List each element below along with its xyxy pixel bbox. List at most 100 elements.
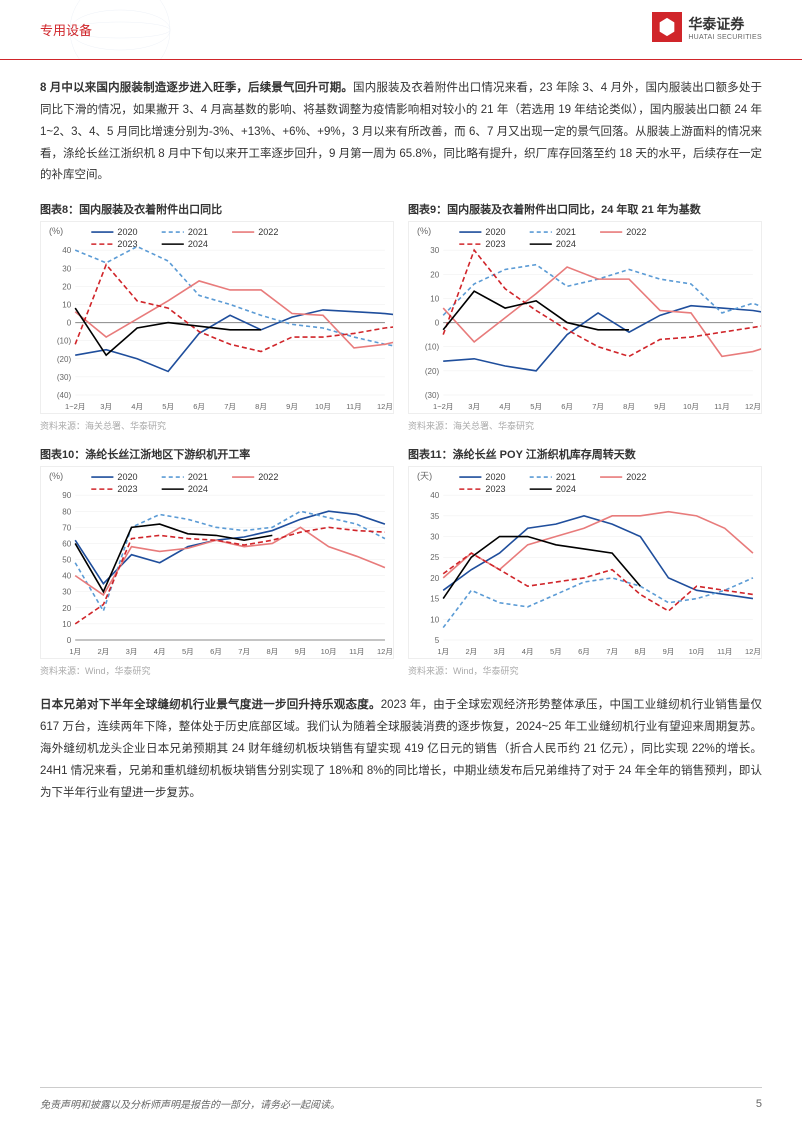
header: 专用设备 华泰证券 HUATAI SECURITIES (0, 0, 802, 60)
svg-text:10月: 10月 (683, 402, 699, 411)
chart-11: 图表11：涤纶长丝 POY 江浙织机库存周转天数 (天)202020212022… (408, 446, 762, 687)
svg-text:30: 30 (62, 588, 71, 597)
svg-text:4月: 4月 (154, 647, 166, 656)
svg-text:10: 10 (430, 616, 439, 625)
footer: 免责声明和披露以及分析师声明是报告的一部分，请务必一起阅读。 5 (40, 1087, 762, 1111)
svg-text:40: 40 (430, 491, 439, 500)
svg-text:10: 10 (62, 620, 71, 629)
svg-text:2022: 2022 (258, 227, 278, 237)
svg-text:(30): (30) (57, 373, 72, 382)
svg-text:5月: 5月 (550, 647, 562, 656)
svg-text:1~2月: 1~2月 (433, 402, 453, 411)
svg-text:2月: 2月 (97, 647, 109, 656)
chart9-source: 资料来源：海关总署、华泰研究 (408, 419, 762, 432)
svg-text:2020: 2020 (485, 227, 505, 237)
svg-text:4月: 4月 (131, 402, 143, 411)
chart8-title: 图表8：国内服装及衣着附件出口同比 (40, 201, 394, 217)
svg-text:7月: 7月 (238, 647, 250, 656)
svg-text:12月: 12月 (377, 647, 393, 656)
svg-text:20: 20 (430, 271, 439, 280)
chart9-svg: (%)20202021202220232024(30)(20)(10)01020… (408, 221, 762, 414)
svg-text:5月: 5月 (162, 402, 174, 411)
paragraph-1: 8 月中以来国内服装制造逐步进入旺季，后续景气回升可期。国内服装及衣着附件出口情… (40, 78, 762, 187)
svg-text:(%): (%) (49, 226, 63, 236)
svg-text:2022: 2022 (626, 472, 646, 482)
svg-text:20: 20 (62, 604, 71, 613)
svg-text:3月: 3月 (468, 402, 480, 411)
svg-text:9月: 9月 (286, 402, 298, 411)
svg-text:2024: 2024 (188, 484, 208, 494)
svg-text:2021: 2021 (556, 227, 576, 237)
svg-text:10: 10 (430, 295, 439, 304)
svg-text:70: 70 (62, 524, 71, 533)
svg-text:(20): (20) (425, 367, 440, 376)
svg-text:0: 0 (67, 319, 72, 328)
para1-rest: 国内服装及衣着附件出口情况来看，23 年除 3、4 月外，国内服装出口额多处于同… (40, 82, 762, 181)
svg-text:2022: 2022 (626, 227, 646, 237)
svg-text:8月: 8月 (634, 647, 646, 656)
svg-text:9月: 9月 (663, 647, 675, 656)
chart11-source: 资料来源：Wind，华泰研究 (408, 664, 762, 677)
svg-text:12月: 12月 (377, 402, 393, 411)
svg-text:4月: 4月 (499, 402, 511, 411)
svg-text:2021: 2021 (188, 227, 208, 237)
svg-text:10月: 10月 (315, 402, 331, 411)
svg-text:5: 5 (435, 636, 440, 645)
svg-text:1月: 1月 (437, 647, 449, 656)
chart-10: 图表10：涤纶长丝江浙地区下游织机开工率 (%)2020202120222023… (40, 446, 394, 687)
svg-text:7月: 7月 (606, 647, 618, 656)
para2-rest: 2023 年，由于全球宏观经济形势整体承压，中国工业缝纫机行业销售量仅 617 … (40, 699, 762, 798)
svg-text:2021: 2021 (188, 472, 208, 482)
svg-text:9月: 9月 (295, 647, 307, 656)
svg-text:20: 20 (62, 283, 71, 292)
svg-text:(天): (天) (417, 471, 432, 481)
chart11-title: 图表11：涤纶长丝 POY 江浙织机库存周转天数 (408, 446, 762, 462)
svg-text:1月: 1月 (69, 647, 81, 656)
svg-text:6月: 6月 (210, 647, 222, 656)
svg-text:11月: 11月 (346, 402, 361, 411)
svg-text:2023: 2023 (117, 484, 137, 494)
chart10-title: 图表10：涤纶长丝江浙地区下游织机开工率 (40, 446, 394, 462)
chart8-svg: (%)20202021202220232024(40)(30)(20)(10)0… (40, 221, 394, 414)
para2-bold: 日本兄弟对下半年全球缝纫机行业景气度进一步回升持乐观态度。 (40, 699, 381, 711)
svg-text:30: 30 (430, 533, 439, 542)
svg-text:8月: 8月 (255, 402, 267, 411)
svg-text:60: 60 (62, 540, 71, 549)
svg-text:3月: 3月 (126, 647, 138, 656)
chart11-svg: (天)202020212022202320245101520253035401月… (408, 466, 762, 659)
svg-text:10月: 10月 (321, 647, 337, 656)
logo-icon (652, 12, 682, 42)
svg-text:6月: 6月 (578, 647, 590, 656)
svg-text:(10): (10) (57, 337, 72, 346)
svg-text:(10): (10) (425, 343, 440, 352)
svg-text:80: 80 (62, 508, 71, 517)
svg-text:7月: 7月 (224, 402, 236, 411)
svg-text:20: 20 (430, 574, 439, 583)
svg-text:4月: 4月 (522, 647, 534, 656)
svg-text:12月: 12月 (745, 647, 761, 656)
svg-text:8月: 8月 (266, 647, 278, 656)
svg-text:11月: 11月 (714, 402, 729, 411)
svg-text:35: 35 (430, 512, 439, 521)
svg-text:(%): (%) (417, 226, 431, 236)
chart10-source: 资料来源：Wind，华泰研究 (40, 664, 394, 677)
svg-text:10: 10 (62, 301, 71, 310)
svg-text:25: 25 (430, 554, 439, 563)
svg-text:30: 30 (430, 246, 439, 255)
chart8-source: 资料来源：海关总署、华泰研究 (40, 419, 394, 432)
svg-text:3月: 3月 (100, 402, 112, 411)
svg-text:0: 0 (67, 636, 72, 645)
svg-text:2月: 2月 (465, 647, 477, 656)
svg-text:8月: 8月 (623, 402, 635, 411)
chart9-title: 图表9：国内服装及衣着附件出口同比，24 年取 21 年为基数 (408, 201, 762, 217)
svg-text:6月: 6月 (561, 402, 573, 411)
svg-text:(%): (%) (49, 471, 63, 481)
svg-text:0: 0 (435, 319, 440, 328)
chart-9: 图表9：国内服装及衣着附件出口同比，24 年取 21 年为基数 (%)20202… (408, 201, 762, 442)
footer-text: 免责声明和披露以及分析师声明是报告的一部分，请务必一起阅读。 (40, 1096, 340, 1111)
svg-text:40: 40 (62, 246, 71, 255)
svg-text:2022: 2022 (258, 472, 278, 482)
content: 8 月中以来国内服装制造逐步进入旺季，后续景气回升可期。国内服装及衣着附件出口情… (0, 60, 802, 805)
svg-text:3月: 3月 (494, 647, 506, 656)
svg-text:2024: 2024 (556, 239, 576, 249)
